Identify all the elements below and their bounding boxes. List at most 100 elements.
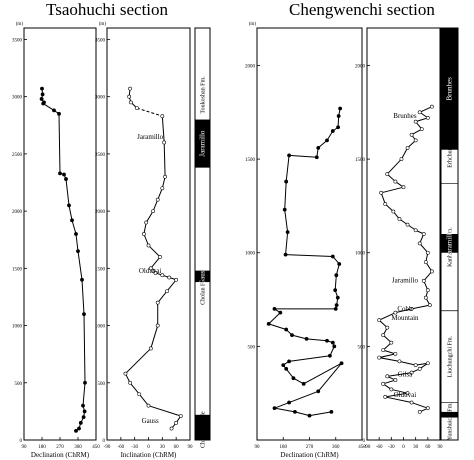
chengwenchi-declination-segment (274, 402, 290, 409)
tsaohuchi-inclination-point (128, 86, 132, 91)
chengwenchi-declination-segment (285, 254, 333, 257)
chengwenchi-inclination-xtick-label: 30 (413, 445, 419, 450)
tsaohuchi-declination-ytick-label: 2000 (12, 210, 23, 215)
chengwenchi-declination-point (330, 340, 335, 345)
tsaohuchi-inclination-ytick-label: 0 (103, 439, 106, 444)
chengwenchi-inclination-ytick-label: 1000 (355, 252, 366, 257)
chengwenchi-inclination-point (425, 288, 430, 293)
tsaohuchi-inclination-ytick-label: 3500 (95, 38, 106, 43)
chengwenchi-stratigraphy-normal-polarity (441, 28, 458, 150)
tsaohuchi-declination-point (39, 97, 44, 101)
chengwenchi-inclination-xtick-label: -90 (364, 445, 371, 450)
chengwenchi-declination-point (337, 262, 342, 266)
tsaohuchi-inclination-point (178, 414, 183, 418)
tsaohuchi-inclination-segment (163, 142, 166, 177)
tsaohuchi-inclination-point (167, 275, 172, 280)
tsaohuchi-stratigraphy-normal-polarity (195, 270, 210, 283)
chengwenchi-declination-point (332, 344, 337, 349)
chengwenchi-declination-xtick-label: 270 (306, 445, 314, 450)
chengwenchi-inclination-annotation: Cobb (397, 305, 413, 313)
chengwenchi-declination-point (325, 338, 329, 343)
chengwenchi-declination-segment (288, 390, 319, 404)
chengwenchi-declination-segment (335, 263, 340, 276)
tsaohuchi-inclination-point (174, 277, 179, 282)
chengwenchi-declination-point (335, 295, 340, 300)
chengwenchi-stratigraphy-polarity-label: Brunhes (446, 77, 454, 101)
tsaohuchi-inclination-segment (125, 348, 152, 374)
chengwenchi-inclination-point (425, 361, 430, 366)
tsaohuchi-declination-ytick-label: 3000 (12, 96, 23, 101)
tsaohuchi-stratigraphy-formation-label: Chinshui Shale (201, 411, 207, 448)
tsaohuchi-declination-point (81, 403, 85, 408)
chengwenchi-declination-point (334, 273, 339, 278)
chengwenchi-inclination-point (429, 104, 434, 109)
chengwenchi-declination-point (287, 359, 291, 364)
chengwenchi-inclination-point (409, 400, 414, 405)
tsaohuchi-inclination-dashed-segment (136, 107, 163, 117)
chengwenchi-declination-point (325, 138, 329, 143)
tsaohuchi-declination-point (83, 380, 87, 385)
chengwenchi-declination-segment (284, 181, 287, 210)
chengwenchi-declination-point (266, 321, 271, 326)
tsaohuchi-inclination-point (144, 220, 149, 225)
chengwenchi-declination-segment (306, 338, 328, 342)
chengwenchi-stratigraphy-polarity-label: Jaramillo (446, 230, 454, 257)
tsaohuchi-inclination-frame (106, 27, 191, 441)
chengwenchi-inclination-xtick-label: -30 (388, 445, 395, 450)
chengwenchi-inclination-segment (385, 396, 412, 404)
tsaohuchi-inclination-segment (166, 279, 177, 292)
tsaohuchi-inclination-point (123, 371, 128, 376)
chengwenchi-inclination-point (399, 157, 404, 161)
chengwenchi-inclination-segment (395, 308, 412, 314)
chengwenchi-inclination-point (405, 391, 410, 396)
chengwenchi-inclination-segment (401, 147, 408, 160)
chengwenchi-declination-segment (289, 154, 317, 158)
chengwenchi-stratigraphy-normal-polarity (441, 234, 458, 253)
chengwenchi-inclination-point (417, 410, 422, 414)
tsaohuchi-declination-segment (65, 179, 70, 206)
tsaohuchi-inclination-point (137, 392, 142, 397)
tsaohuchi-declination-segment (82, 382, 86, 406)
chengwenchi-declination-segment (284, 209, 289, 233)
tsaohuchi-declination-xtick-label: 360 (74, 445, 82, 450)
chengwenchi-inclination-annotation: Olduvai (394, 391, 417, 399)
chengwenchi-inclination-segment (379, 357, 400, 362)
chengwenchi-declination-point (293, 410, 297, 414)
tsaohuchi-stratigraphy-normal-polarity (195, 414, 210, 440)
tsaohuchi-inclination-ytick-label: 2500 (95, 153, 106, 158)
tsaohuchi-inclination-segment (129, 382, 140, 395)
chengwenchi-inclination-point (381, 348, 386, 353)
tsaohuchi-declination-point (62, 172, 66, 177)
tsaohuchi-declination-ytick-label: 0 (20, 439, 23, 444)
chengwenchi-declination-point (333, 307, 338, 311)
chengwenchi-inclination-point (423, 260, 428, 264)
tsaohuchi-inclination-segment (150, 256, 161, 269)
tsaohuchi-inclination-xtick-label: -30 (131, 445, 138, 450)
chengwenchi-declination-ytick-label: 1500 (245, 158, 256, 163)
chengwenchi-inclination-segment (419, 243, 429, 254)
tsaohuchi-inclination-segment (148, 405, 181, 417)
chengwenchi-inclination-segment (411, 128, 422, 136)
chengwenchi-inclination-annotation: Brunhes (393, 112, 417, 120)
section-title-tsaohuchi: Tsaohuchi section (46, 0, 169, 19)
tsaohuchi-declination-segment (81, 279, 85, 315)
tsaohuchi-inclination-point (160, 273, 165, 278)
chengwenchi-inclination-annotation: Jaramillo (392, 277, 419, 285)
chengwenchi-inclination-segment (399, 360, 416, 366)
chengwenchi-inclination-ytick-label: 2000 (355, 64, 366, 69)
tsaohuchi-inclination-ytick-label: 3000 (95, 96, 106, 101)
chengwenchi-inclination-point (427, 303, 432, 308)
tsaohuchi-stratigraphy-formation-label: Toukoshan Fm. (201, 76, 207, 114)
tsaohuchi-declination-point (81, 415, 86, 420)
tsaohuchi-declination-ytick-label: 1500 (12, 267, 23, 272)
tsaohuchi-declination-xtick-label: 450 (92, 445, 100, 450)
tsaohuchi-declination-ytick-label: 3500 (12, 38, 23, 43)
chengwenchi-inclination-point (385, 325, 390, 330)
tsaohuchi-inclination-segment (157, 188, 163, 200)
chengwenchi-declination-point (336, 114, 341, 118)
chengwenchi-inclination-point (383, 395, 388, 399)
chengwenchi-inclination-point (397, 217, 402, 221)
tsaohuchi-inclination-point (127, 94, 132, 99)
chengwenchi-inclination-segment (419, 106, 433, 113)
chengwenchi-inclination-xtick-label: -60 (376, 445, 383, 450)
